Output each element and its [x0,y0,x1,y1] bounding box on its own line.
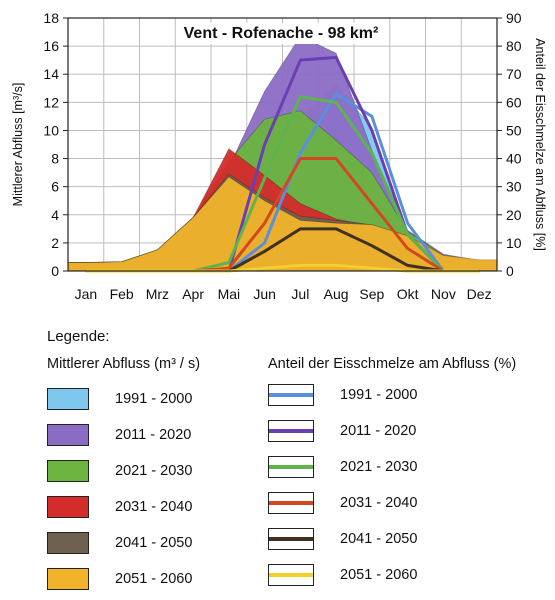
legend-discharge-swatch [47,460,89,482]
legend-melt-item: 2041 - 2050 [268,528,417,550]
legend-discharge-label: 2031 - 2040 [115,499,193,515]
left-axis-tick-label: 0 [51,263,59,279]
legend-discharge-label: 2011 - 2020 [115,427,192,443]
left-axis-tick-label: 6 [51,179,59,195]
legend-discharge-item: 2041 - 2050 [47,532,192,554]
legend-melt-swatch [268,564,314,586]
x-axis-tick-label: Mrz [146,286,169,302]
legend-discharge-swatch [47,424,89,446]
legend-discharge-swatch [47,532,89,554]
right-axis-tick-label: 50 [506,122,522,138]
legend-discharge-label: 1991 - 2000 [115,391,193,407]
legend-melt-label: 2021 - 2030 [340,459,418,475]
right-axis-tick-label: 10 [506,235,522,251]
chart-title: Vent - Rofenache - 98 km² [184,25,379,42]
right-axis-tick-label: 0 [506,263,514,279]
x-axis-tick-label: Nov [431,286,456,302]
legend-discharge-label: 2051 - 2060 [115,571,193,587]
legend-discharge-swatch [47,568,89,590]
x-axis-tick-label: Okt [397,286,419,302]
legend-melt-swatch [268,384,314,406]
x-axis-tick-label: Mai [218,286,241,302]
legend-melt-line-sample [269,429,313,433]
x-axis-tick-label: Sep [359,286,384,302]
legend-melt-swatch [268,528,314,550]
legend-melt-item: 1991 - 2000 [268,384,417,406]
left-axis-label: Mittlerer Abfluss [m³/s] [11,83,25,207]
left-axis-tick-label: 2 [51,235,59,251]
left-axis-tick-label: 14 [43,66,59,82]
legend-melt-item: 2021 - 2030 [268,456,417,478]
legend-discharge-label: 2041 - 2050 [115,535,193,551]
legend-melt-title: Anteil der Eisschmelze am Abfluss (%) [268,356,517,372]
x-axis-tick-label: Aug [324,286,349,302]
legend-discharge-title: Mittlerer Abfluss (m³ / s) [47,356,201,372]
legend-melt-label: 2041 - 2050 [340,531,418,547]
legend-discharge-item: 1991 - 2000 [47,388,192,410]
plot-frame [67,17,498,272]
x-axis-tick-label: Feb [110,286,134,302]
right-axis-tick-label: 90 [506,10,522,26]
chart: 0 2 4 6 8 10 12 14 16 18 0 10 20 30 40 50 60 70 80 90 Jan Feb… [11,10,547,302]
legend-melt-item: 2051 - 2060 [268,564,417,586]
legend-melt-swatch [268,492,314,514]
legend-discharge-label: 2021 - 2030 [115,463,193,479]
legend-melt-line-sample [269,573,313,577]
right-axis-tick-label: 60 [506,94,522,110]
x-axis-tick-label: Apr [182,286,204,302]
x-axis-tick-label: Jun [253,286,276,302]
legend-melt-line-sample [269,393,313,397]
right-axis-label: Anteil der Eisschmelze am Abfluss [%] [533,38,547,251]
x-axis-tick-label: Jan [75,286,98,302]
legend-melt-label: 2051 - 2060 [340,567,418,583]
discharge-area-2051-2060 [67,176,498,272]
legend-melt-item: 2011 - 2020 [268,420,416,442]
legend-heading: Legende: [47,328,110,345]
legend-melt-line-sample [269,465,313,469]
x-axis-tick-label: Jul [291,286,309,302]
legend-melt-item: 2031 - 2040 [268,492,417,514]
legend-discharge-item: 2031 - 2040 [47,496,192,518]
right-axis-tick-label: 40 [506,151,522,167]
legend-melt-line-sample [269,501,313,505]
legend-melt-label: 2011 - 2020 [340,423,417,439]
left-axis-tick-label: 10 [43,122,59,138]
right-axis-tick-label: 70 [506,66,522,82]
legend-melt-label: 2031 - 2040 [340,495,418,511]
legend-melt-line-sample [269,537,313,541]
legend-discharge-item: 2021 - 2030 [47,460,192,482]
legend-melt-swatch [268,456,314,478]
right-axis-tick-label: 30 [506,179,522,195]
legend-discharge-swatch [47,388,89,410]
legend-discharge-item: 2011 - 2020 [47,424,191,446]
x-axis-tick-label: Dez [467,286,492,302]
right-axis-tick-label: 20 [506,207,522,223]
legend-melt-label: 1991 - 2000 [340,387,418,403]
left-axis-tick-label: 18 [43,10,59,26]
legend-melt-swatch [268,420,314,442]
legend-discharge-swatch [47,496,89,518]
left-axis-tick-label: 4 [51,207,59,223]
right-axis-tick-label: 80 [506,38,522,54]
left-axis-tick-label: 8 [51,151,59,167]
left-axis-tick-label: 16 [43,38,59,54]
chart-title-background [179,23,383,44]
legend-discharge-item: 2051 - 2060 [47,568,192,590]
left-axis-tick-label: 12 [43,94,59,110]
